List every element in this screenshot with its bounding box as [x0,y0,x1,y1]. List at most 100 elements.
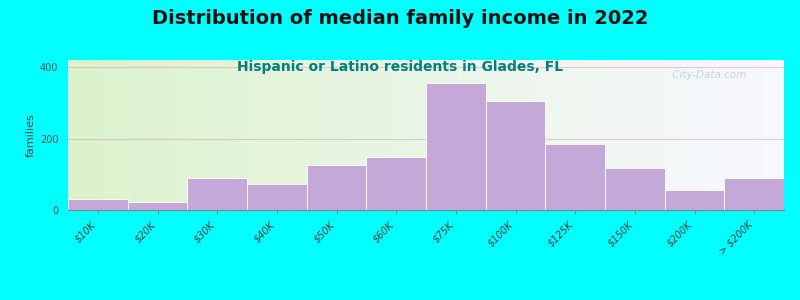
Bar [75,60,78,210]
Bar [97,60,100,210]
Bar [369,60,372,210]
Bar [236,60,240,210]
Bar [111,60,114,210]
Bar [412,60,415,210]
Bar [197,60,201,210]
Bar [770,60,774,210]
Bar [619,60,623,210]
Bar [580,60,583,210]
Bar [638,60,641,210]
Bar [551,60,555,210]
Bar [530,60,534,210]
Bar [415,60,419,210]
Bar [194,60,197,210]
Bar [677,60,680,210]
Bar [186,60,190,210]
Bar [519,60,522,210]
Bar [544,60,548,210]
Bar [337,60,340,210]
Bar [362,60,365,210]
Bar [555,60,558,210]
Bar [158,60,161,210]
Bar [433,60,437,210]
Bar [537,60,541,210]
Bar [738,60,741,210]
Bar [254,60,258,210]
Bar [440,60,444,210]
Bar [702,60,706,210]
Bar [673,60,677,210]
Bar [487,60,490,210]
Bar [774,60,777,210]
Bar [587,60,590,210]
Bar [172,60,175,210]
Bar [222,60,226,210]
Bar [133,60,136,210]
Bar [290,60,294,210]
Bar [398,60,401,210]
Bar [655,60,658,210]
Bar [68,199,128,210]
Bar [347,60,351,210]
Bar [340,60,344,210]
Text: Distribution of median family income in 2022: Distribution of median family income in … [152,9,648,28]
Bar [226,60,229,210]
Bar [240,60,243,210]
Bar [648,60,651,210]
Bar [670,60,673,210]
Bar [154,60,158,210]
Bar [168,60,172,210]
Bar [522,60,526,210]
Bar [308,60,311,210]
Bar [311,60,315,210]
Bar [486,101,546,210]
Bar [576,60,580,210]
Bar [408,60,412,210]
Bar [602,60,605,210]
Bar [466,60,469,210]
Bar [454,60,458,210]
Bar [276,60,279,210]
Bar [376,60,379,210]
Bar [583,60,587,210]
Bar [354,60,358,210]
Bar [777,60,781,210]
Bar [218,60,222,210]
Bar [626,60,630,210]
Bar [269,60,272,210]
Bar [201,60,204,210]
Bar [265,60,269,210]
Bar [161,60,165,210]
Bar [623,60,626,210]
Bar [469,60,473,210]
Bar [490,60,494,210]
Bar [741,60,745,210]
Bar [214,60,218,210]
Bar [247,184,306,210]
Bar [548,60,551,210]
Bar [372,60,376,210]
Bar [605,60,609,210]
Bar [694,60,698,210]
Bar [437,60,440,210]
Bar [139,60,143,210]
Bar [250,60,254,210]
Bar [644,60,648,210]
Bar [755,60,759,210]
Bar [634,60,638,210]
Bar [128,202,187,210]
Bar [90,60,93,210]
Bar [458,60,462,210]
Bar [706,60,709,210]
Bar [330,60,333,210]
Text: Hispanic or Latino residents in Glades, FL: Hispanic or Latino residents in Glades, … [237,60,563,74]
Bar [762,60,766,210]
Bar [306,165,366,210]
Bar [247,60,250,210]
Bar [182,60,186,210]
Text: City-Data.com: City-Data.com [670,70,747,80]
Bar [505,60,508,210]
Bar [480,60,483,210]
Bar [282,60,286,210]
Bar [483,60,487,210]
